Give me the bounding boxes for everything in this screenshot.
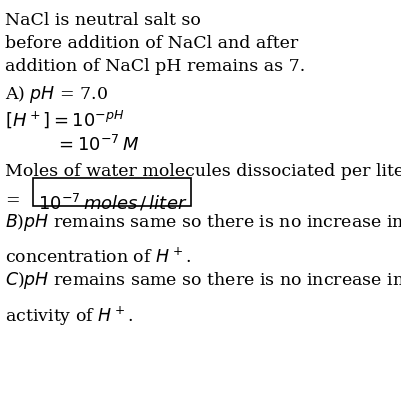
Text: $\mathit{C}$)$\mathit{pH}$ remains same so there is no increase in: $\mathit{C}$)$\mathit{pH}$ remains same … <box>5 269 401 290</box>
Text: concentration of $\mathit{H}^+$.: concentration of $\mathit{H}^+$. <box>5 246 191 265</box>
Text: =: = <box>5 192 20 209</box>
Text: activity of $\mathit{H}^+$.: activity of $\mathit{H}^+$. <box>5 304 134 328</box>
Text: $\left[\mathit{H}^+\right]=10^{-\mathit{pH}}$: $\left[\mathit{H}^+\right]=10^{-\mathit{… <box>5 108 125 129</box>
Text: before addition of NaCl and after: before addition of NaCl and after <box>5 35 298 52</box>
Text: Moles of water molecules dissociated per liter: Moles of water molecules dissociated per… <box>5 162 401 180</box>
Bar <box>33 178 191 207</box>
Text: addition of NaCl pH remains as 7.: addition of NaCl pH remains as 7. <box>5 58 305 75</box>
Text: $10^{-7}\,\mathit{moles\,/\,liter}$: $10^{-7}\,\mathit{moles\,/\,liter}$ <box>38 192 187 213</box>
Text: A) $\mathit{pH}$ = 7.0: A) $\mathit{pH}$ = 7.0 <box>5 84 108 105</box>
Text: $\mathit{B}$)$\mathit{pH}$ remains same so there is no increase in: $\mathit{B}$)$\mathit{pH}$ remains same … <box>5 211 401 233</box>
Text: $=10^{-7}\,\mathit{M}$: $=10^{-7}\,\mathit{M}$ <box>55 135 139 155</box>
Text: NaCl is neutral salt so: NaCl is neutral salt so <box>5 12 201 29</box>
